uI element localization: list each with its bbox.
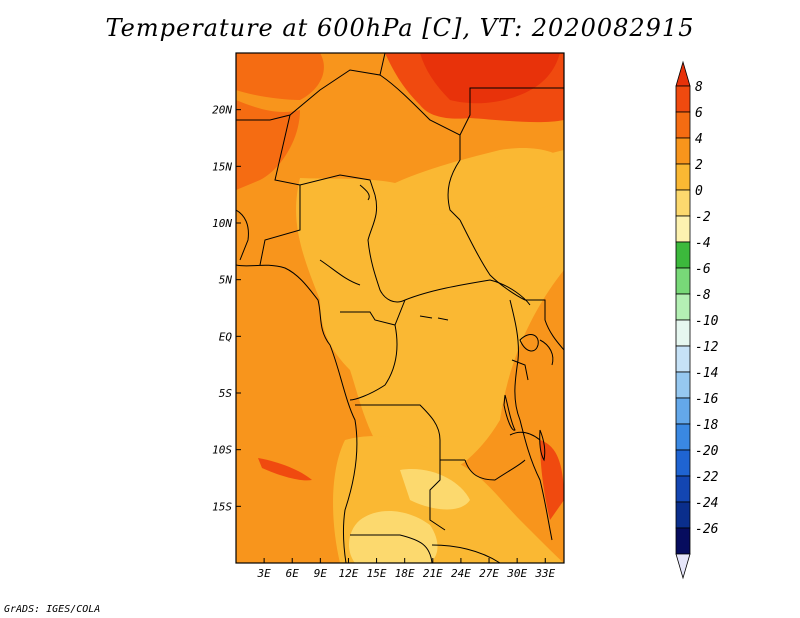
colorbar-segment bbox=[675, 293, 691, 321]
contour-0-2-interior bbox=[296, 150, 564, 478]
lon-tick-label: 21E bbox=[423, 567, 443, 580]
colorbar-segment bbox=[675, 137, 691, 165]
map-frame bbox=[235, 52, 565, 564]
colorbar-segment bbox=[675, 449, 691, 477]
lat-tick-label: 5N bbox=[219, 274, 233, 287]
lon-tick-label: 15E bbox=[367, 567, 387, 580]
lat-tick-label: 20N bbox=[212, 104, 232, 117]
colorbar-label: -14 bbox=[695, 366, 718, 381]
colorbar-segment bbox=[675, 215, 691, 243]
lakes bbox=[419, 315, 546, 462]
lat-tick-label: 15N bbox=[212, 160, 232, 173]
lon-tick-label: 27E bbox=[479, 567, 499, 580]
country-borders bbox=[236, 53, 564, 563]
colorbar-label: 0 bbox=[695, 184, 703, 199]
lon-tick-label: 24E bbox=[451, 567, 471, 580]
colorbar-segment bbox=[675, 85, 691, 113]
colorbar-label: 2 bbox=[695, 158, 703, 173]
colorbar-segment bbox=[675, 475, 691, 503]
colorbar-max-arrow bbox=[675, 60, 691, 87]
colorbar-label: 4 bbox=[695, 132, 703, 147]
colorbar-label: -26 bbox=[695, 522, 719, 537]
colorbar-segment bbox=[675, 423, 691, 451]
lat-tick-label: 10N bbox=[212, 217, 232, 230]
colorbar-label: -10 bbox=[695, 314, 719, 329]
contour-0-2-sahel bbox=[380, 148, 564, 225]
lat-tick-label: 5S bbox=[219, 387, 233, 400]
chart-title: Temperature at 600hPa [C], VT: 202008291… bbox=[105, 14, 695, 42]
colorbar-label: 6 bbox=[695, 106, 703, 121]
lon-tick-label: 3E bbox=[256, 567, 271, 580]
colorbar-label: 8 bbox=[695, 80, 703, 95]
longitude-axis: 3E 6E 9E 12E 15E 18E 21E 24E 27E 30E 33E bbox=[256, 558, 556, 580]
colorbar-label: -6 bbox=[695, 262, 711, 277]
colorbar-segment bbox=[675, 501, 691, 529]
colorbar-segment bbox=[675, 319, 691, 347]
lon-tick-label: 18E bbox=[395, 567, 415, 580]
colorbar-segment bbox=[675, 163, 691, 191]
credit-text: GrADS: IGES/COLA bbox=[4, 604, 101, 615]
colorbar-label: -16 bbox=[695, 392, 719, 407]
colorbar-segment bbox=[675, 111, 691, 139]
lon-tick-label: 6E bbox=[286, 567, 300, 580]
colorbar-label: -22 bbox=[695, 470, 719, 485]
colorbar-label: -4 bbox=[695, 236, 711, 251]
contour-neg2-0-b bbox=[400, 469, 470, 510]
colorbar-segment bbox=[675, 345, 691, 373]
lon-tick-label: 9E bbox=[314, 567, 328, 580]
colorbar-label: -2 bbox=[695, 210, 711, 225]
lat-tick-label: EQ bbox=[219, 330, 233, 343]
lon-tick-label: 33E bbox=[534, 567, 555, 580]
colorbar-segment bbox=[675, 189, 691, 217]
colorbar-segment bbox=[675, 241, 691, 269]
temperature-field bbox=[236, 53, 564, 563]
contour-4-6-west bbox=[236, 100, 300, 190]
colorbar: 8 6 4 2 0 -2 -4 -6 -8 -10 -12 -14 -16 -18 -20 -22 -24 -26 bbox=[675, 60, 719, 580]
colorbar-segment bbox=[675, 371, 691, 399]
contour-4-6-northwest bbox=[236, 53, 324, 100]
contour-6-8-east bbox=[540, 440, 564, 520]
colorbar-label: -18 bbox=[695, 418, 719, 433]
lon-tick-label: 12E bbox=[339, 567, 359, 580]
colorbar-label: -8 bbox=[695, 288, 711, 303]
colorbar-min-arrow bbox=[675, 553, 691, 580]
lat-tick-label: 10S bbox=[212, 444, 232, 457]
colorbar-segment bbox=[675, 267, 691, 295]
colorbar-label: -20 bbox=[695, 444, 719, 459]
lon-tick-label: 30E bbox=[506, 567, 527, 580]
colorbar-segment bbox=[675, 527, 691, 555]
colorbar-label: -24 bbox=[695, 496, 718, 511]
contour-8-north bbox=[420, 53, 560, 104]
colorbar-segment bbox=[675, 397, 691, 425]
contour-neg2-0 bbox=[348, 510, 438, 563]
contour-4-6-atlantic bbox=[258, 458, 312, 481]
colorbar-label: -12 bbox=[695, 340, 719, 355]
latitude-axis: 20N 15N 10N 5N EQ 5S 10S 15S bbox=[212, 104, 241, 513]
lat-tick-label: 15S bbox=[212, 500, 232, 513]
